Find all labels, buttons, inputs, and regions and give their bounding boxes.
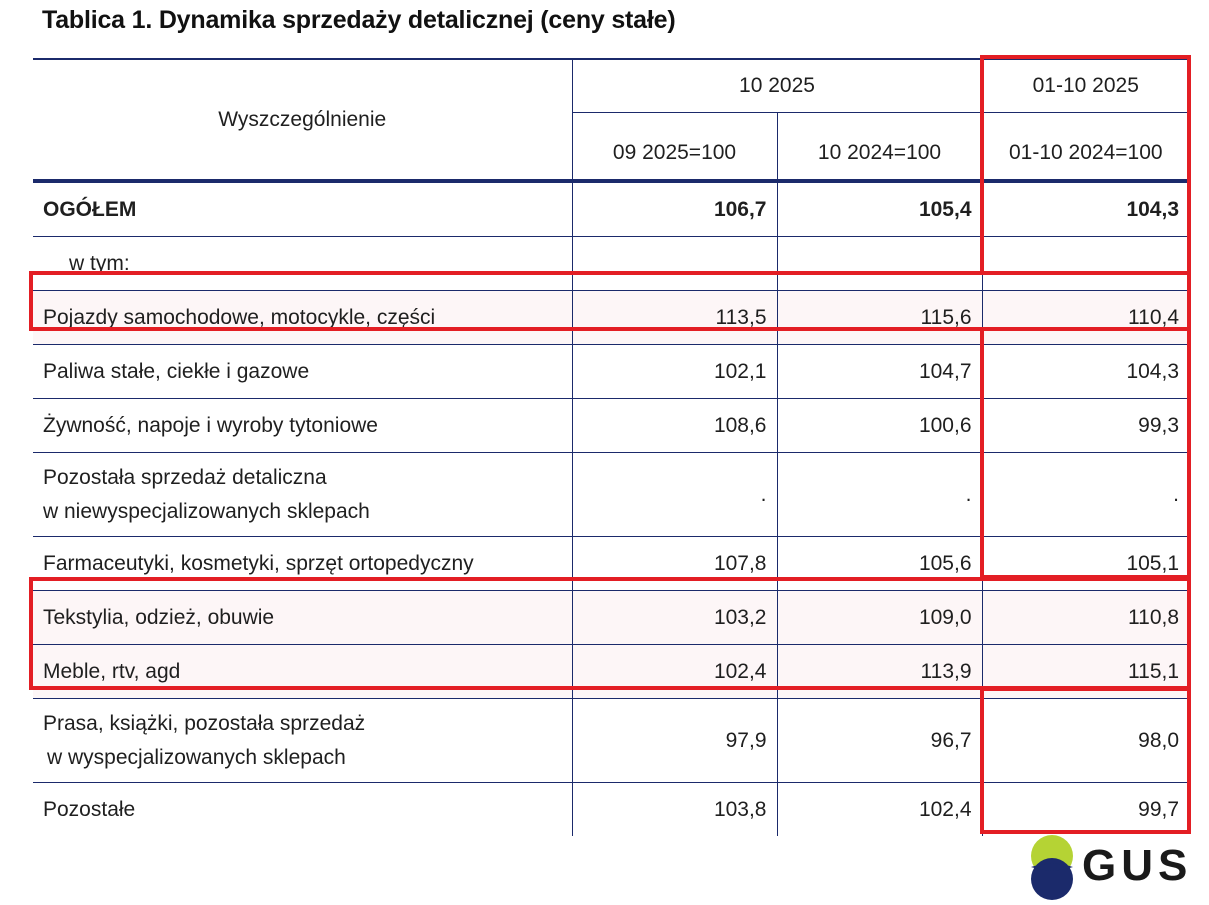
- cell-prev-year: [776, 236, 983, 291]
- cell-ytd: 110,4: [981, 290, 1190, 345]
- cell-prev-month: 106,7: [571, 181, 777, 237]
- table-row: Prasa, książki, pozostała sprzedaż w wys…: [33, 698, 1190, 783]
- cell-prev-month: 113,5: [571, 290, 777, 345]
- cell-prev-year: 104,7: [776, 344, 983, 399]
- row-label-header: Wyszczególnienie: [33, 58, 572, 183]
- cell-ytd: .: [981, 452, 1190, 537]
- col-header-prev-year: 10 2024=100: [776, 112, 983, 183]
- table-row: Meble, rtv, agd 102,4 113,9 115,1: [33, 644, 1190, 699]
- row-label: Prasa, książki, pozostała sprzedaż w wys…: [33, 698, 572, 783]
- table-row: Żywność, napoje i wyroby tytoniowe 108,6…: [33, 398, 1190, 453]
- row-label: OGÓŁEM: [33, 181, 572, 237]
- col-header-prev-month: 09 2025=100: [571, 112, 777, 183]
- cell-ytd: 110,8: [981, 590, 1190, 645]
- cell-prev-year: 105,6: [776, 536, 983, 591]
- cell-prev-year: 113,9: [776, 644, 983, 699]
- table-row: w tym:: [33, 236, 1190, 291]
- gus-logo-text: GUS: [1082, 841, 1193, 890]
- cell-prev-year: 105,4: [776, 181, 983, 237]
- sales-dynamics-table: Wyszczególnienie 10 2025 01-10 2025 09 2…: [33, 58, 1190, 836]
- cell-prev-year: 115,6: [776, 290, 983, 345]
- cell-ytd: 105,1: [981, 536, 1190, 591]
- cell-prev-month: 103,8: [571, 782, 777, 836]
- table-row: Pozostałe 103,8 102,4 99,7: [33, 782, 1190, 836]
- table-row: Paliwa stałe, ciekłe i gazowe 102,1 104,…: [33, 344, 1190, 399]
- row-label: w tym:: [33, 236, 572, 291]
- table-row: Pozostała sprzedaż detaliczna w niewyspe…: [33, 452, 1190, 537]
- row-label: Farmaceutyki, kosmetyki, sprzęt ortopedy…: [33, 536, 572, 591]
- cell-prev-month: [571, 236, 777, 291]
- cell-ytd: 99,3: [981, 398, 1190, 453]
- table-row: Farmaceutyki, kosmetyki, sprzęt ortopedy…: [33, 536, 1190, 591]
- cell-prev-month: 102,1: [571, 344, 777, 399]
- table-row: Tekstylia, odzież, obuwie 103,2 109,0 11…: [33, 590, 1190, 645]
- row-label: Żywność, napoje i wyroby tytoniowe: [33, 398, 572, 453]
- group-header-month: 10 2025: [571, 58, 983, 113]
- cell-prev-month: 108,6: [571, 398, 777, 453]
- group-header-ytd: 01-10 2025: [981, 58, 1190, 113]
- cell-prev-month: 103,2: [571, 590, 777, 645]
- row-label: Paliwa stałe, ciekłe i gazowe: [33, 344, 572, 399]
- cell-prev-month: 97,9: [571, 698, 777, 783]
- cell-ytd: 104,3: [981, 181, 1190, 237]
- cell-ytd: 115,1: [981, 644, 1190, 699]
- table-title: Tablica 1. Dynamika sprzedaży detaliczne…: [42, 6, 676, 34]
- row-label: Tekstylia, odzież, obuwie: [33, 590, 572, 645]
- cell-ytd: 99,7: [981, 782, 1190, 836]
- cell-prev-year: 102,4: [776, 782, 983, 836]
- table-row: OGÓŁEM 106,7 105,4 104,3: [33, 181, 1190, 237]
- table-row: Pojazdy samochodowe, motocykle, części 1…: [33, 290, 1190, 345]
- cell-ytd: [981, 236, 1190, 291]
- cell-prev-month: .: [571, 452, 777, 537]
- cell-ytd: 104,3: [981, 344, 1190, 399]
- row-label: Meble, rtv, agd: [33, 644, 572, 699]
- cell-prev-month: 102,4: [571, 644, 777, 699]
- cell-ytd: 98,0: [981, 698, 1190, 783]
- cell-prev-year: 109,0: [776, 590, 983, 645]
- cell-prev-month: 107,8: [571, 536, 777, 591]
- cell-prev-year: 96,7: [776, 698, 983, 783]
- gus-logo-icon: [1031, 835, 1073, 900]
- cell-prev-year: 100,6: [776, 398, 983, 453]
- col-header-ytd: 01-10 2024=100: [981, 112, 1190, 183]
- cell-prev-year: .: [776, 452, 983, 537]
- row-label: Pojazdy samochodowe, motocykle, części: [33, 290, 572, 345]
- row-label: Pozostała sprzedaż detaliczna w niewyspe…: [33, 452, 572, 537]
- row-label: Pozostałe: [43, 797, 136, 821]
